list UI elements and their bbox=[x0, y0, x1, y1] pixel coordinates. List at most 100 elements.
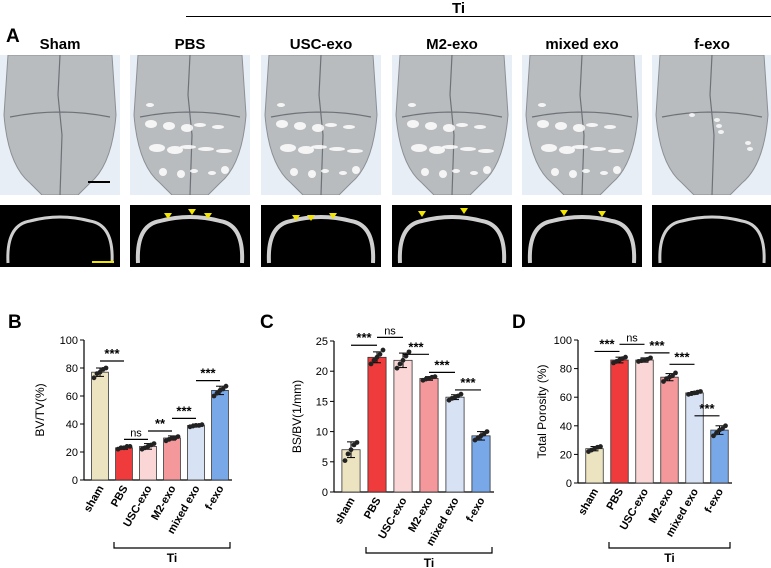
data-point bbox=[220, 386, 226, 392]
data-point bbox=[97, 369, 103, 375]
bar-mixed-exo bbox=[445, 396, 465, 493]
data-point bbox=[127, 444, 133, 449]
ti-bracket bbox=[113, 542, 231, 549]
data-point bbox=[172, 435, 178, 441]
y-tick-label: 20 bbox=[316, 366, 328, 378]
x-tick-label: mixed exo bbox=[424, 495, 461, 548]
data-point bbox=[686, 391, 691, 397]
data-point bbox=[429, 374, 435, 380]
data-point bbox=[595, 444, 600, 450]
data-point bbox=[115, 446, 121, 452]
data-point bbox=[689, 391, 694, 397]
data-point bbox=[458, 391, 464, 397]
data-point bbox=[151, 441, 157, 446]
data-point bbox=[667, 374, 672, 380]
data-point bbox=[481, 431, 487, 437]
x-tick-label: f-exo bbox=[203, 483, 227, 512]
data-point bbox=[695, 389, 700, 395]
data-point bbox=[449, 395, 455, 401]
y-tick-label: 60 bbox=[560, 392, 572, 404]
arrowhead-icon bbox=[418, 211, 426, 217]
y-axis-label: Total Porosity (%) bbox=[535, 364, 549, 458]
significance-label: ns bbox=[626, 332, 638, 344]
data-point bbox=[342, 458, 348, 463]
bar-PBS bbox=[115, 447, 133, 481]
arrowhead-icon bbox=[329, 213, 337, 219]
significance-label: *** bbox=[699, 401, 715, 416]
data-point bbox=[145, 444, 151, 449]
ti-bracket bbox=[365, 547, 493, 554]
y-tick-label: 100 bbox=[60, 335, 78, 347]
bar-f-exo bbox=[211, 389, 229, 481]
x-tick-label: sham bbox=[333, 495, 358, 526]
data-point bbox=[617, 357, 622, 363]
data-point bbox=[377, 351, 383, 357]
data-point bbox=[475, 435, 481, 441]
x-tick-label: sham bbox=[576, 486, 601, 517]
y-tick-label: 0 bbox=[566, 478, 572, 490]
group-label-pbs: PBS bbox=[174, 36, 206, 53]
data-point bbox=[711, 433, 716, 439]
significance-label: ns bbox=[384, 325, 396, 337]
ti-top-label: Ti bbox=[452, 0, 466, 17]
skull-render-image bbox=[392, 55, 512, 195]
significance-label: *** bbox=[200, 366, 216, 381]
x-tick-label: USC-exo bbox=[376, 495, 409, 541]
bar-f-exo bbox=[471, 435, 491, 493]
skull-render-image bbox=[0, 55, 120, 195]
x-tick-label: M2-exo bbox=[647, 486, 676, 525]
data-point bbox=[642, 357, 647, 363]
arrowhead-icon bbox=[460, 208, 468, 214]
data-point bbox=[169, 435, 175, 441]
data-point bbox=[592, 446, 597, 452]
data-point bbox=[420, 377, 426, 383]
arrowhead-icon bbox=[560, 210, 568, 216]
y-tick-label: 20 bbox=[66, 447, 78, 459]
data-point bbox=[478, 433, 484, 439]
ct-slice-image bbox=[261, 205, 381, 267]
panel-a-letter: A bbox=[6, 26, 20, 47]
y-tick-label: 60 bbox=[66, 391, 78, 403]
data-point bbox=[720, 426, 725, 432]
data-point bbox=[723, 423, 728, 429]
data-point bbox=[345, 451, 351, 457]
ct-slice-image bbox=[0, 205, 120, 267]
data-point bbox=[394, 365, 400, 371]
y-tick-label: 0 bbox=[322, 487, 328, 499]
y-tick-label: 80 bbox=[66, 363, 78, 375]
y-tick-label: 15 bbox=[316, 396, 328, 408]
panel-letter-C: C bbox=[260, 312, 274, 333]
data-point bbox=[148, 442, 154, 448]
data-point bbox=[371, 357, 377, 363]
data-point bbox=[639, 358, 644, 364]
arrowhead-icon bbox=[307, 215, 315, 221]
data-point bbox=[187, 424, 193, 430]
y-tick-label: 0 bbox=[72, 475, 78, 487]
arrowhead-icon bbox=[598, 211, 606, 217]
y-tick-label: 40 bbox=[560, 421, 572, 433]
data-point bbox=[426, 376, 432, 381]
data-point bbox=[214, 390, 220, 396]
significance-label: *** bbox=[356, 330, 372, 345]
data-point bbox=[91, 375, 97, 381]
arrowhead-icon bbox=[292, 215, 300, 221]
ti-bracket-label: Ti bbox=[167, 551, 177, 565]
data-point bbox=[354, 440, 360, 445]
significance-label: *** bbox=[408, 339, 424, 354]
significance-label: *** bbox=[434, 357, 450, 372]
x-tick-label: mixed exo bbox=[165, 483, 202, 536]
data-point bbox=[403, 353, 409, 359]
y-axis-label: BS/BV(1/mm) bbox=[290, 380, 304, 453]
y-tick-label: 20 bbox=[560, 449, 572, 461]
data-point bbox=[664, 376, 669, 382]
significance-label: *** bbox=[104, 346, 120, 361]
significance-label: *** bbox=[674, 349, 690, 364]
x-tick-label: mixed exo bbox=[664, 486, 701, 539]
data-point bbox=[397, 361, 403, 367]
data-point bbox=[698, 389, 703, 394]
skull-render-image bbox=[652, 55, 771, 195]
bar-mixed-exo bbox=[685, 392, 704, 484]
bar-USC-exo bbox=[139, 445, 157, 481]
significance-label: ns bbox=[130, 427, 142, 439]
data-point bbox=[472, 437, 478, 443]
